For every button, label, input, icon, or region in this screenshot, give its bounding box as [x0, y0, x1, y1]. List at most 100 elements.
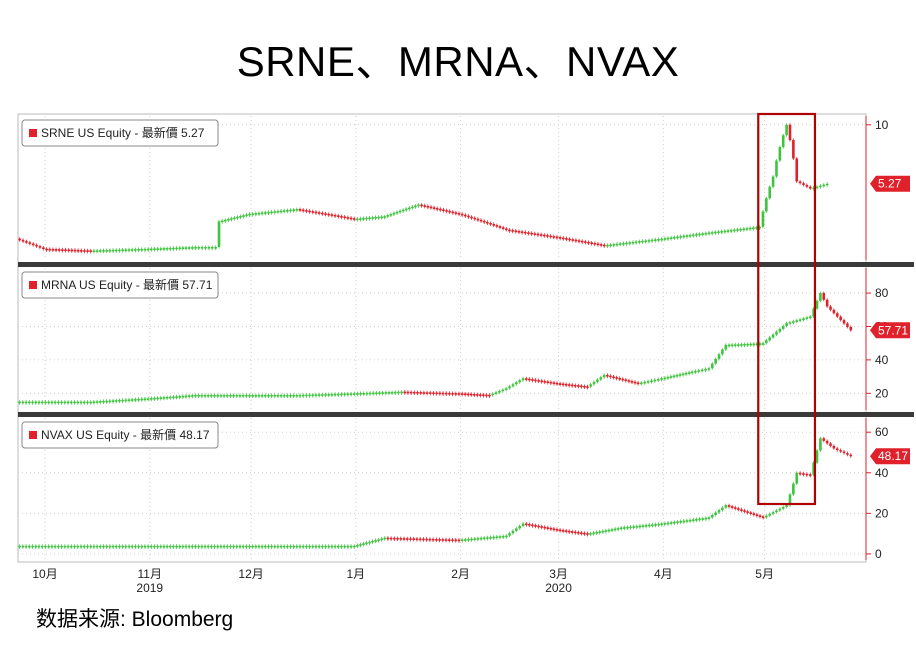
candle: [386, 215, 390, 217]
candle: [264, 212, 267, 214]
y-tick-label: 10: [875, 118, 889, 132]
candle: [577, 240, 581, 242]
candle: [143, 545, 147, 548]
candle: [114, 545, 118, 548]
candle: [733, 229, 736, 232]
candle: [660, 378, 663, 380]
candle: [534, 525, 537, 527]
candle: [406, 391, 410, 394]
candle: [788, 124, 792, 141]
candle: [375, 392, 378, 395]
candle: [317, 545, 321, 548]
candle: [650, 380, 653, 383]
candle: [264, 545, 267, 548]
candle: [343, 393, 346, 396]
candle: [467, 538, 470, 541]
candle: [143, 398, 147, 401]
candle: [365, 542, 368, 545]
candle: [669, 237, 673, 240]
candle: [698, 233, 701, 236]
candle: [260, 394, 264, 397]
candle: [235, 394, 239, 397]
candle: [191, 395, 194, 397]
candle: [34, 401, 38, 404]
candle: [336, 215, 340, 218]
candle: [743, 510, 746, 512]
candle: [197, 246, 201, 249]
candle: [752, 227, 755, 230]
candle: [805, 473, 809, 476]
candle: [565, 238, 568, 240]
candle: [156, 545, 159, 548]
candle: [428, 538, 432, 541]
x-tick-label: 3月: [549, 567, 568, 581]
candle: [571, 239, 575, 241]
candle: [624, 379, 628, 382]
candle: [356, 544, 359, 547]
candle: [213, 545, 216, 548]
candle: [666, 522, 670, 525]
candle: [586, 533, 589, 535]
candle: [717, 354, 721, 359]
candle: [669, 522, 673, 524]
candle: [267, 394, 270, 397]
candle: [73, 249, 77, 252]
stock-chart: 10 SRNE US Equity - 最新價 5.27 5.27 80 60 40 20 M…: [17, 112, 914, 595]
candle: [470, 538, 473, 541]
candle: [308, 394, 311, 397]
candle: [368, 217, 371, 220]
candle: [726, 230, 730, 232]
candle: [409, 391, 413, 394]
candle: [533, 233, 537, 235]
candle: [242, 215, 245, 217]
source-note: 数据来源: Bloomberg: [36, 608, 234, 631]
candle: [28, 242, 32, 244]
candle: [206, 394, 210, 397]
candle: [514, 230, 518, 233]
candle: [688, 519, 692, 522]
candle: [527, 232, 530, 234]
candle: [815, 186, 819, 189]
candle: [111, 545, 115, 548]
candle: [393, 391, 397, 394]
candle: [632, 526, 635, 528]
candle: [416, 391, 419, 394]
candle: [618, 243, 622, 245]
candle: [781, 325, 785, 329]
y-tick-label: 60: [875, 425, 889, 439]
candle: [761, 343, 765, 345]
candle: [64, 249, 67, 252]
candle: [596, 243, 600, 246]
candle: [501, 535, 505, 538]
candle: [82, 401, 86, 404]
candle: [108, 249, 112, 252]
candle: [758, 226, 761, 229]
candle: [248, 545, 251, 548]
candle: [476, 218, 480, 221]
candle: [230, 218, 233, 220]
candle: [549, 235, 552, 238]
candle: [511, 530, 515, 534]
candle: [425, 538, 428, 541]
candle: [412, 538, 416, 540]
candle: [473, 217, 477, 220]
candle: [305, 210, 308, 212]
candle: [61, 249, 64, 251]
candle: [537, 380, 540, 382]
candle: [839, 449, 842, 452]
candle: [70, 249, 74, 252]
candle: [623, 527, 626, 529]
candle: [18, 401, 21, 404]
candle: [730, 344, 734, 347]
candle: [66, 545, 70, 548]
candle: [187, 247, 191, 249]
candle: [24, 545, 28, 548]
candle: [508, 533, 511, 536]
candle: [842, 320, 846, 324]
candle: [279, 545, 283, 548]
candle: [656, 378, 660, 381]
candle: [289, 545, 292, 548]
candle: [324, 213, 327, 215]
candle: [666, 376, 670, 379]
candle: [121, 399, 124, 402]
